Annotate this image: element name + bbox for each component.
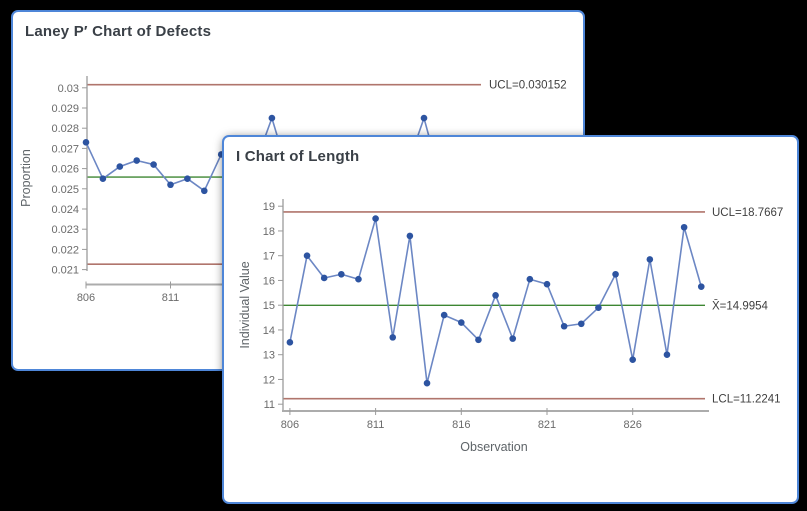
y-tick-label: 13 (263, 350, 275, 362)
data-point[interactable] (680, 223, 688, 231)
data-point[interactable] (612, 270, 619, 278)
data-point[interactable] (595, 304, 602, 311)
data-point[interactable] (303, 252, 311, 259)
y-tick-label: 0.024 (51, 204, 79, 216)
i-chart-title: I Chart of Length (236, 148, 360, 165)
y-tick-label: 0.021 (51, 265, 79, 277)
lcl-label: LCL=11.2241 (712, 394, 781, 406)
y-tick-label: 14 (263, 325, 275, 337)
ucl-label: UCL=0.030152 (489, 80, 567, 92)
data-point[interactable] (697, 283, 705, 290)
data-point[interactable] (423, 379, 431, 387)
y-tick-label: 18 (263, 226, 275, 238)
x-tick-label: 811 (367, 419, 385, 431)
data-point[interactable] (99, 175, 107, 182)
data-point[interactable] (372, 215, 379, 222)
data-point[interactable] (389, 334, 397, 341)
i-chart-canvas: UCL=18.7667 X̄=14.9954 LCL=11.2241 19 18 17 16… (238, 199, 783, 454)
data-point[interactable] (268, 114, 276, 122)
data-point[interactable] (286, 339, 294, 346)
y-tick-label: 0.03 (58, 83, 79, 95)
data-point[interactable] (577, 320, 585, 328)
y-tick-label: 11 (264, 399, 275, 411)
data-point[interactable] (320, 274, 328, 282)
data-point[interactable] (475, 336, 482, 344)
data-point[interactable] (184, 175, 191, 182)
x-axis-title: Observation (460, 440, 527, 454)
data-point[interactable] (167, 181, 174, 189)
data-point[interactable] (406, 232, 414, 240)
y-tick-label: 19 (263, 201, 275, 213)
x-tick-label: 806 (281, 419, 299, 431)
center-label: X̄=14.9954 (712, 300, 769, 313)
y-tick-label: 0.029 (51, 103, 79, 115)
data-point[interactable] (492, 292, 499, 299)
data-point[interactable] (440, 311, 448, 319)
y-tick-label: 17 (263, 251, 275, 263)
data-point[interactable] (646, 256, 654, 263)
y-tick-label: 15 (263, 300, 275, 312)
y-tick-label: 0.023 (51, 224, 79, 236)
series-line (289, 217, 703, 384)
data-point[interactable] (663, 351, 671, 358)
data-point[interactable] (560, 322, 568, 330)
data-point[interactable] (629, 356, 636, 363)
y-tick-label: 16 (263, 275, 275, 287)
x-tick-label: 826 (624, 419, 642, 431)
data-point[interactable] (338, 270, 345, 278)
data-point[interactable] (543, 280, 551, 288)
y-tick-label: 0.025 (51, 184, 79, 196)
data-point[interactable] (201, 187, 208, 195)
y-tick-label: 0.026 (51, 164, 79, 176)
y-axis-title: Individual Value (238, 261, 252, 348)
data-point[interactable] (133, 157, 140, 164)
y-tick-label: 0.022 (51, 244, 79, 256)
laney-chart-title: Laney P′ Chart of Defects (25, 23, 212, 40)
ucl-label: UCL=18.7667 (712, 207, 783, 219)
x-tick-label: 806 (77, 292, 95, 304)
i-chart-window[interactable]: I Chart of Length UCL=18.7667 X̄=14.9954 L… (222, 135, 799, 504)
data-point[interactable] (526, 275, 534, 283)
data-point[interactable] (82, 139, 90, 146)
x-tick-label: 811 (162, 292, 180, 304)
x-tick-label: 821 (538, 419, 556, 431)
y-tick-label: 0.027 (51, 143, 79, 155)
data-point[interactable] (150, 161, 157, 168)
x-tick-label: 816 (452, 419, 470, 431)
data-point[interactable] (420, 114, 428, 122)
data-point[interactable] (458, 319, 465, 326)
data-point[interactable] (355, 275, 362, 283)
data-point[interactable] (116, 163, 124, 170)
data-point[interactable] (509, 335, 517, 342)
y-tick-label: 12 (263, 374, 275, 386)
y-axis-title: Proportion (19, 149, 33, 207)
y-tick-label: 0.028 (51, 123, 79, 135)
